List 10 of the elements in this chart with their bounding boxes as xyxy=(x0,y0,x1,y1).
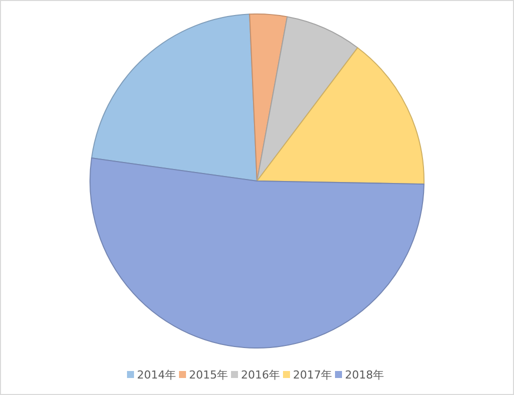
legend-label: 2016年 xyxy=(241,368,280,382)
legend-label: 2015年 xyxy=(189,368,228,382)
pie-slice xyxy=(256,16,358,182)
pie-slice xyxy=(249,14,288,182)
legend-label: 2014年 xyxy=(137,368,176,382)
pie-slice xyxy=(90,158,424,348)
pie-slice xyxy=(91,14,258,182)
pie-slice xyxy=(256,47,424,185)
legend-label: 2017年 xyxy=(293,368,332,382)
legend-label: 2018年 xyxy=(345,368,384,382)
